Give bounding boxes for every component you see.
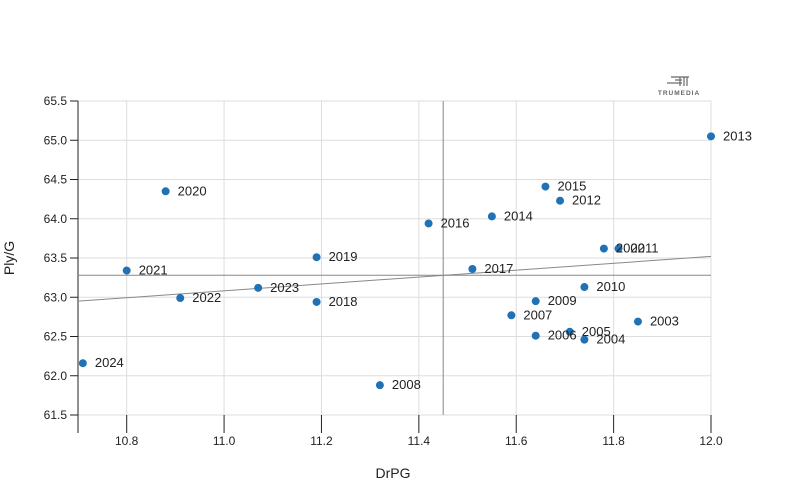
- data-point[interactable]: [614, 244, 623, 253]
- point-label: 2022: [192, 290, 221, 305]
- logo-text: TRUMEDIA: [658, 90, 700, 97]
- y-tick-label: 65.5: [44, 94, 68, 108]
- data-point[interactable]: [312, 253, 321, 262]
- point-label: 2009: [548, 293, 577, 308]
- y-tick-label: 61.5: [44, 408, 68, 422]
- y-axis-title: Ply/G: [1, 241, 17, 275]
- y-tick-label: 62.5: [44, 330, 68, 344]
- point-label: 2019: [329, 249, 358, 264]
- data-point[interactable]: [507, 311, 516, 320]
- data-point[interactable]: [424, 219, 433, 228]
- x-tick-label: 10.8: [115, 434, 139, 448]
- reference-lines: [77, 101, 712, 415]
- point-label: 2016: [441, 215, 470, 230]
- y-tick-label: 63.0: [44, 290, 68, 304]
- data-point[interactable]: [254, 283, 263, 292]
- x-axis-ticks: 10.8 11.0 11.2 11.4 11.6 11.8 12.0: [77, 415, 723, 448]
- point-label: 2011: [630, 241, 658, 256]
- x-tick-label: 11.8: [602, 434, 625, 448]
- data-point[interactable]: [312, 297, 321, 306]
- data-point[interactable]: [707, 132, 715, 141]
- y-axis-ticks: 61.5 62.0 62.5 63.0 63.5 64.0 64.5 65.0 65.5: [44, 94, 78, 422]
- data-point[interactable]: [161, 187, 170, 196]
- data-point[interactable]: [580, 335, 589, 344]
- point-label: 2012: [572, 193, 601, 208]
- trumedia-logo: TRUMEDIA: [658, 76, 700, 97]
- point-label: 2021: [139, 263, 168, 278]
- point-label: 2020: [178, 183, 207, 198]
- point-label: 2015: [557, 179, 586, 194]
- y-tick-label: 62.0: [44, 369, 68, 383]
- data-point[interactable]: [176, 294, 185, 303]
- point-label: 2004: [596, 332, 625, 347]
- point-label: 2010: [596, 279, 625, 294]
- data-point[interactable]: [580, 283, 589, 292]
- point-label: 2006: [548, 328, 577, 343]
- point-label: 2013: [723, 128, 752, 143]
- point-label: 2008: [392, 377, 421, 392]
- trend-line: [77, 255, 712, 302]
- point-label: 2024: [95, 355, 124, 370]
- point-label: 2002: [616, 241, 645, 256]
- x-tick-label: 12.0: [699, 434, 723, 448]
- y-tick-label: 64.5: [44, 173, 68, 187]
- grid-lines: [78, 100, 712, 416]
- point-label: 2014: [504, 208, 533, 223]
- data-point[interactable]: [599, 244, 608, 253]
- point-label: 2023: [270, 280, 299, 295]
- data-point[interactable]: [541, 182, 550, 191]
- y-tick-label: 65.0: [44, 133, 68, 147]
- x-tick-label: 11.6: [505, 434, 528, 448]
- x-tick-label: 11.0: [213, 434, 236, 448]
- data-point[interactable]: [122, 266, 131, 275]
- data-point[interactable]: [556, 196, 565, 205]
- point-label: 2003: [650, 314, 679, 329]
- data-point[interactable]: [487, 212, 496, 221]
- tm-logo-icon: [667, 76, 689, 86]
- data-point[interactable]: [468, 264, 477, 273]
- data-point[interactable]: [565, 327, 574, 336]
- data-point[interactable]: [78, 359, 87, 368]
- x-tick-label: 11.2: [310, 434, 333, 448]
- point-label: 2005: [582, 324, 611, 339]
- data-point[interactable]: [633, 317, 642, 326]
- y-tick-label: 63.5: [44, 251, 68, 265]
- point-label: 2017: [484, 261, 513, 276]
- x-tick-label: 11.4: [408, 434, 431, 448]
- data-point[interactable]: [531, 331, 540, 340]
- data-point[interactable]: [375, 381, 384, 390]
- y-tick-label: 64.0: [44, 212, 68, 226]
- point-label: 2007: [523, 307, 552, 322]
- point-label: 2018: [329, 294, 358, 309]
- x-axis-title: DrPG: [376, 465, 411, 481]
- data-point[interactable]: [531, 297, 540, 306]
